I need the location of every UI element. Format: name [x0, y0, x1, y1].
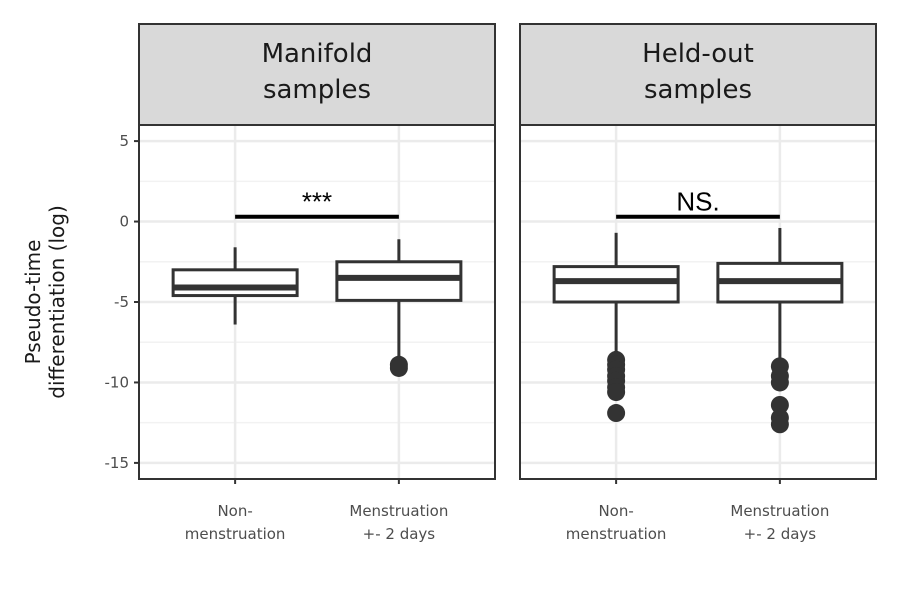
y-axis-ticks: 5 0 -5 -10 -15	[105, 132, 139, 472]
outlier-point	[389, 358, 408, 377]
box-body	[335, 260, 463, 302]
facet-strip-label: samples	[263, 75, 371, 105]
x-tick-label: Menstruation	[730, 502, 829, 520]
box	[335, 239, 463, 377]
x-tick-label: menstruation	[185, 525, 286, 543]
box	[171, 247, 299, 325]
significance-label: ***	[302, 187, 332, 217]
y-tick-label: -15	[105, 454, 130, 472]
x-tick-label: Non-	[598, 502, 633, 520]
box-body	[171, 268, 299, 298]
panel-border	[519, 124, 877, 480]
x-tick-label: Menstruation	[349, 502, 448, 520]
y-tick-label: -5	[114, 293, 129, 311]
panel-border	[138, 124, 496, 480]
facet-panel: Manifold samples *** Non-menstruation Menstr…	[138, 23, 496, 543]
y-axis-title-line: Pseudo-time	[21, 240, 45, 365]
box	[552, 232, 680, 423]
outlier-point	[607, 383, 626, 402]
outlier-point	[607, 404, 626, 423]
x-tick-label: +- 2 days	[744, 525, 817, 543]
y-tick-label: 0	[119, 213, 129, 231]
y-axis-title: Pseudo-time differentiation (log)	[21, 205, 69, 399]
facet-strip	[519, 23, 877, 126]
y-axis-title-line: differentiation (log)	[45, 205, 69, 399]
outlier-point	[770, 395, 789, 414]
facet-strip-label: Manifold	[262, 39, 373, 69]
facet-panel: Held-out samples NS. Non-menstruation Menstr…	[519, 23, 877, 543]
box-body	[552, 265, 680, 304]
box	[716, 227, 844, 434]
facet-strip-label: samples	[644, 75, 752, 105]
facet-panels: Manifold samples *** Non-menstruation Menstr…	[138, 23, 877, 543]
x-tick-label: menstruation	[566, 525, 667, 543]
facet-strip	[138, 23, 496, 126]
y-tick-label: -10	[105, 373, 130, 391]
y-tick-label: 5	[119, 132, 129, 150]
outlier-point	[770, 373, 789, 392]
x-tick-label: +- 2 days	[363, 525, 436, 543]
significance-label: NS.	[676, 187, 719, 217]
x-tick-label: Non-	[217, 502, 252, 520]
outlier-point	[770, 415, 789, 434]
facet-strip-label: Held-out	[642, 39, 754, 69]
